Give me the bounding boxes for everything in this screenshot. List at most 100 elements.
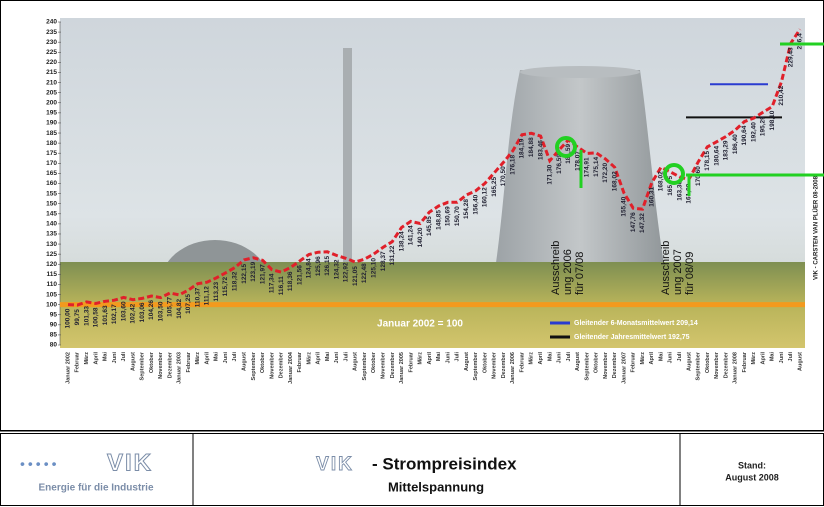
value-label: 138,24 xyxy=(398,231,405,251)
x-tick-label: Juli xyxy=(121,352,127,362)
x-tick-label: Januar 2006 xyxy=(510,352,516,384)
value-label: 104,26 xyxy=(148,300,155,320)
x-tick-label: Februar xyxy=(631,351,637,372)
x-tick-label: April xyxy=(649,352,655,365)
x-tick-label: November xyxy=(269,351,275,379)
value-label: 101,33 xyxy=(83,306,90,326)
x-tick-label: Februar xyxy=(742,351,748,372)
x-tick-label: März xyxy=(84,352,90,365)
value-label: 118,36 xyxy=(287,271,294,291)
x-tick-label: Juni xyxy=(445,352,451,364)
x-tick-label: August xyxy=(575,352,581,371)
x-tick-label: August xyxy=(130,352,136,371)
x-tick-label: März xyxy=(751,352,757,365)
x-tick-label: Januar 2005 xyxy=(399,352,405,384)
y-tick-label: 205 xyxy=(46,89,57,96)
value-label: 168,02 xyxy=(611,171,618,191)
y-tick-label: 210 xyxy=(46,79,57,86)
x-tick-label: Juni xyxy=(334,352,340,364)
x-tick-label: September xyxy=(696,351,702,380)
value-label: 110,37 xyxy=(194,287,201,307)
x-tick-label: Juni xyxy=(557,352,563,364)
y-tick-label: 195 xyxy=(46,110,57,117)
y-tick-label: 95 xyxy=(50,311,58,318)
value-label: 123,19 xyxy=(250,261,257,281)
y-tick-label: 200 xyxy=(46,99,57,106)
value-label: 236,4 xyxy=(797,33,804,50)
y-tick-label: 190 xyxy=(46,120,57,127)
x-tick-label: Juli xyxy=(232,352,238,362)
value-label: 175,14 xyxy=(593,157,600,177)
x-tick-label: Juli xyxy=(455,352,461,362)
y-tick-label: 120 xyxy=(46,261,57,268)
y-tick-label: 130 xyxy=(46,241,57,248)
x-tick-label: Februar xyxy=(186,351,192,372)
x-tick-label: Dezember xyxy=(390,351,396,378)
value-label: 100,00 xyxy=(65,308,72,328)
y-tick-label: 85 xyxy=(50,332,58,339)
value-label: 101,63 xyxy=(102,305,109,325)
logo-dots: ••••• xyxy=(20,456,60,472)
annotation: ung 2006 xyxy=(562,249,574,295)
value-label: 171,30 xyxy=(547,164,554,184)
y-tick-label: 175 xyxy=(46,150,57,157)
x-tick-label: November xyxy=(714,351,720,379)
y-tick-label: 145 xyxy=(46,211,57,218)
value-label: 122,92 xyxy=(343,262,350,282)
value-label: 122,48 xyxy=(361,263,368,283)
chart: ••••• VIK Energie für die Industrie VIK … xyxy=(0,0,824,507)
value-label: 150,69 xyxy=(445,206,452,226)
value-label: 126,15 xyxy=(324,255,331,275)
x-tick-label: April xyxy=(204,352,210,365)
y-tick-label: 225 xyxy=(46,49,57,56)
x-tick-label: Mai xyxy=(214,352,220,362)
value-label: 116,11 xyxy=(278,276,285,296)
x-tick-label: März xyxy=(418,352,424,365)
y-tick-label: 185 xyxy=(46,130,57,137)
x-tick-label: Juli xyxy=(788,352,794,362)
y-tick-label: 135 xyxy=(46,231,57,238)
x-tick-label: Oktober xyxy=(705,351,711,373)
value-label: 198,10 xyxy=(769,110,776,130)
x-tick-label: September xyxy=(251,351,257,380)
value-label: 103,60 xyxy=(120,301,127,321)
value-label: 178,15 xyxy=(704,150,711,170)
x-tick-label: Juni xyxy=(668,352,674,364)
x-tick-label: Januar 2008 xyxy=(733,352,739,384)
value-label: 174,91 xyxy=(584,157,591,177)
reference-label: Januar 2002 = 100 xyxy=(377,319,463,330)
y-tick-label: 80 xyxy=(50,342,58,349)
x-tick-label: März xyxy=(306,352,312,365)
x-tick-label: Mai xyxy=(325,352,331,362)
y-tick-label: 240 xyxy=(46,19,57,26)
y-tick-label: 100 xyxy=(46,301,57,308)
x-tick-label: August xyxy=(242,352,248,371)
x-tick-label: Februar xyxy=(297,351,303,372)
value-label: 210,42 xyxy=(778,85,785,105)
value-label: 183,29 xyxy=(723,140,730,160)
x-tick-label: Juni xyxy=(779,352,785,364)
y-tick-label: 105 xyxy=(46,291,57,298)
value-label: 103,06 xyxy=(139,302,146,322)
x-tick-label: Mai xyxy=(658,352,664,362)
value-label: 102,42 xyxy=(130,303,137,323)
x-tick-label: Oktober xyxy=(371,351,377,373)
value-label: 160,12 xyxy=(482,187,489,207)
value-label: 125,96 xyxy=(315,256,322,276)
value-label: 150,70 xyxy=(454,206,461,226)
x-tick-label: September xyxy=(362,351,368,380)
x-tick-label: August xyxy=(797,352,803,371)
x-tick-label: Februar xyxy=(519,351,525,372)
value-label: 99,75 xyxy=(74,309,81,326)
value-label: 148,85 xyxy=(435,210,442,230)
value-label: 124,32 xyxy=(333,259,340,279)
value-label: 121,97 xyxy=(259,264,266,284)
value-label: 124,84 xyxy=(306,258,313,278)
annotation: ung 2007 xyxy=(672,249,684,295)
x-tick-label: Juni xyxy=(112,352,118,364)
x-tick-label: September xyxy=(584,351,590,380)
annotation: Ausschreib xyxy=(660,241,672,295)
value-label: 147,32 xyxy=(639,213,646,233)
x-tick-label: März xyxy=(195,352,201,365)
value-label: 125,10 xyxy=(370,258,377,278)
